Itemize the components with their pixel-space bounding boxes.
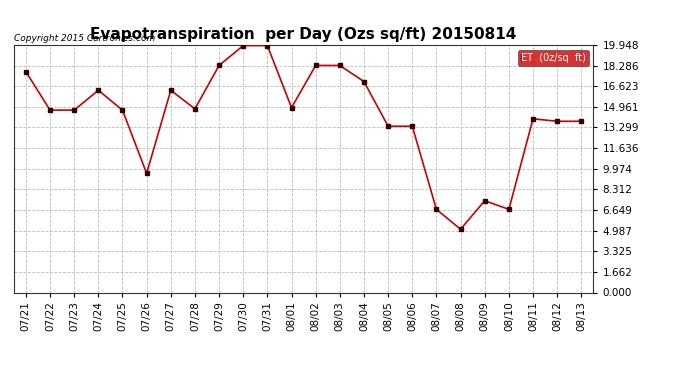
Text: Copyright 2015 Cartronics.com: Copyright 2015 Cartronics.com <box>14 33 155 42</box>
Title: Evapotranspiration  per Day (Ozs sq/ft) 20150814: Evapotranspiration per Day (Ozs sq/ft) 2… <box>90 27 517 42</box>
Legend: ET  (0z/sq  ft): ET (0z/sq ft) <box>518 50 589 66</box>
